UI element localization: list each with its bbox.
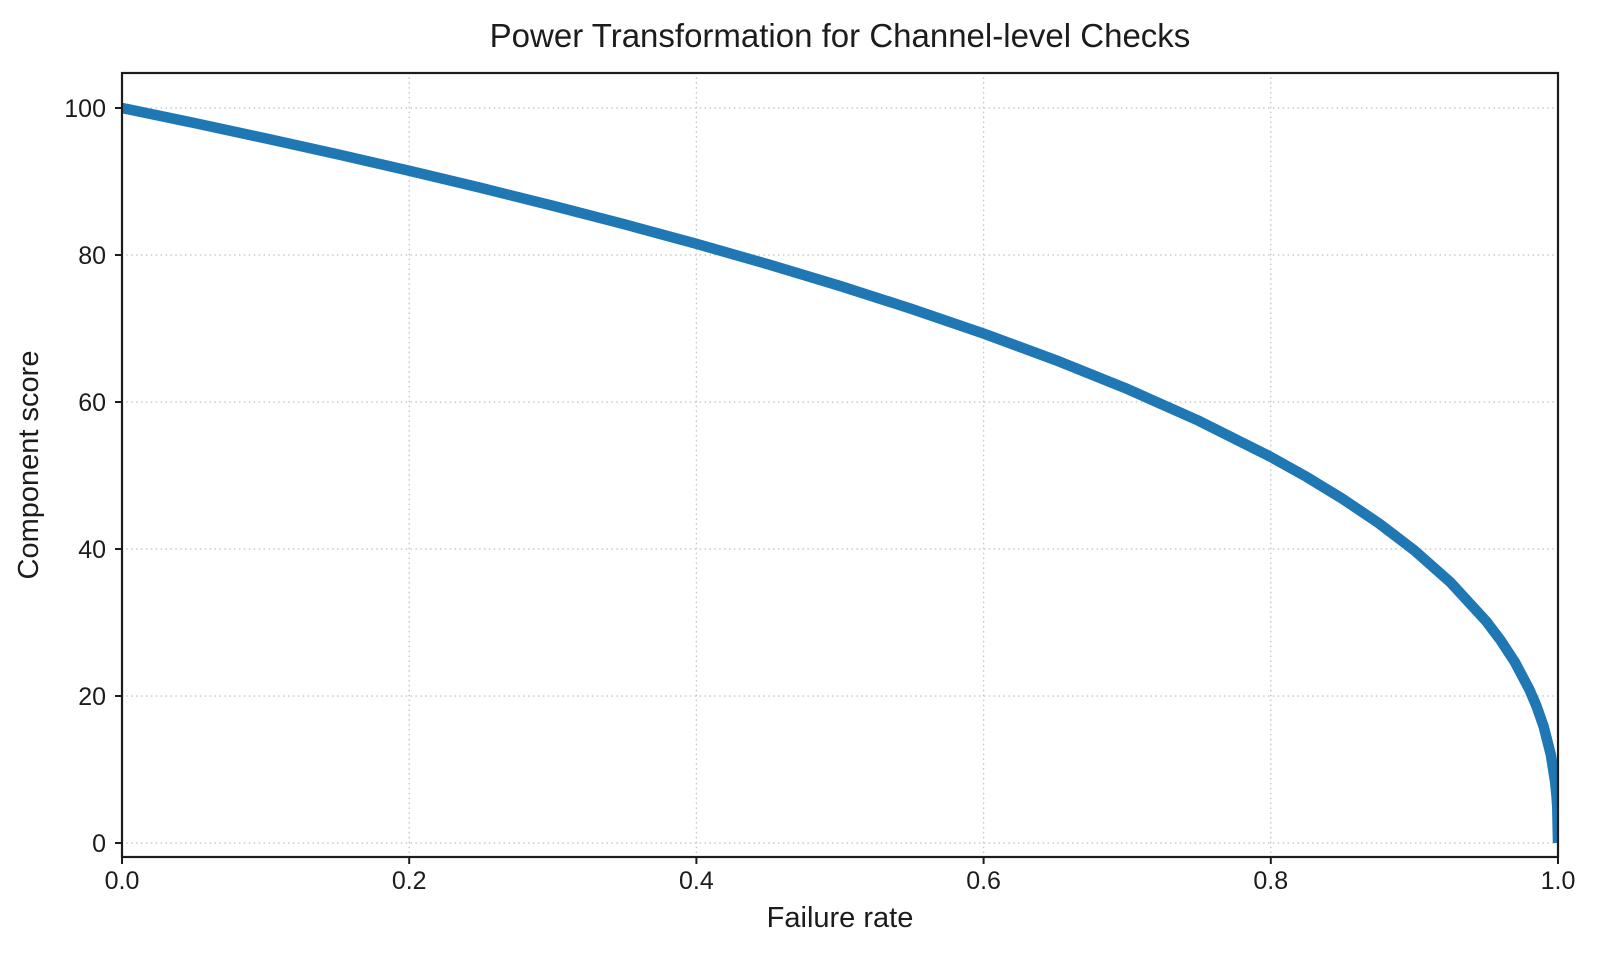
gridlines — [121, 72, 1559, 858]
x-tick-label: 0.2 — [392, 867, 427, 895]
plot-border — [120, 71, 1560, 859]
y-axis-label: Component score — [13, 351, 45, 580]
x-tick-label: 0.8 — [1253, 867, 1288, 895]
x-tick-label: 0.6 — [966, 867, 1001, 895]
y-tick-label: 0 — [92, 830, 106, 858]
y-tick-label: 60 — [78, 389, 106, 417]
x-tick-label: 0.4 — [679, 867, 714, 895]
y-tick-label: 20 — [78, 683, 106, 711]
plot-background — [122, 73, 1558, 857]
x-tick-label: 1.0 — [1541, 867, 1576, 895]
x-tick-label: 0.0 — [105, 867, 140, 895]
tick-labels: 0.0 0.2 0.4 0.6 0.8 1.0 0 20 40 60 80 100 — [64, 95, 1575, 895]
series-line — [122, 102, 1558, 844]
chart-title: Power Transformation for Channel-level C… — [490, 17, 1191, 54]
y-tick-label: 40 — [78, 536, 106, 564]
tick-marks — [115, 107, 1559, 864]
y-tick-label: 100 — [64, 95, 106, 123]
y-tick-label: 80 — [78, 242, 106, 270]
x-axis-label: Failure rate — [767, 902, 914, 934]
